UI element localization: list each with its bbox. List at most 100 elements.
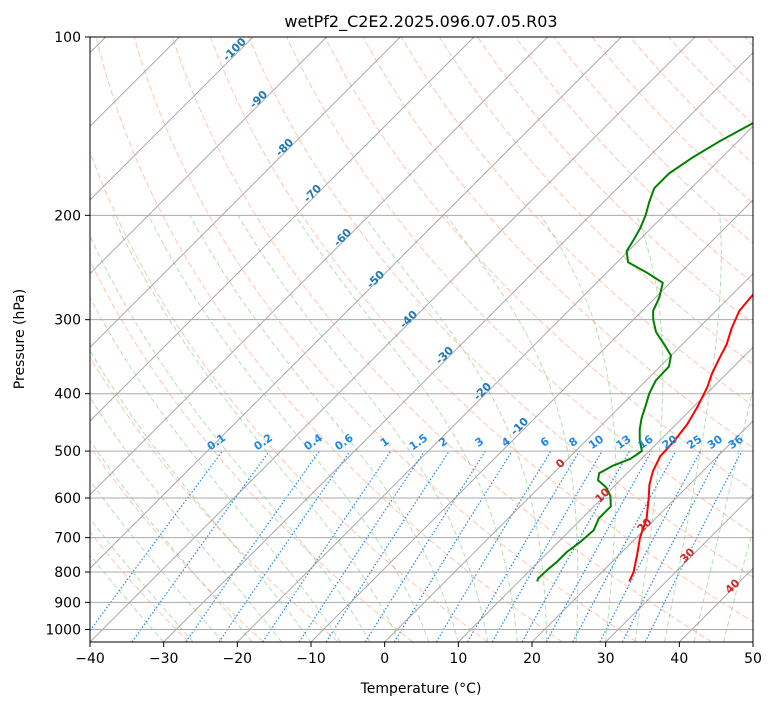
dry-adiabat <box>90 259 414 642</box>
isotherm <box>163 51 753 642</box>
y-axis-label: Pressure (hPa) <box>12 289 28 389</box>
isotherm <box>90 37 401 349</box>
mixing-ratio-line <box>131 450 270 642</box>
profile-lines <box>536 122 753 582</box>
mixing-ratio-label: 3 <box>473 435 487 450</box>
mixing-ratio-line <box>644 450 743 642</box>
mixing-ratio-label: 36 <box>726 432 746 452</box>
y-tick-label: 500 <box>54 444 81 460</box>
moist-adiabat <box>634 215 664 642</box>
dry-adiabat <box>90 150 488 642</box>
moist-adiabat <box>90 554 165 642</box>
dry-adiabat-label: -40 <box>397 308 420 331</box>
dry-adiabat-label: -60 <box>331 226 354 249</box>
mixing-ratio-line <box>325 450 450 642</box>
mixing-ratio-label: 0.2 <box>252 431 275 453</box>
y-tick-label: 800 <box>54 565 81 581</box>
moist-adiabat <box>90 396 282 642</box>
dry-adiabat-label: -90 <box>247 88 270 111</box>
mixing-ratio-label: 0.4 <box>302 431 326 453</box>
moist-adiabat-label: 30 <box>678 545 698 565</box>
isotherm <box>531 420 753 642</box>
mixing-ratio-label: 25 <box>685 433 705 452</box>
y-tick-label: 300 <box>54 313 81 329</box>
mixing-ratio-line <box>572 450 677 642</box>
moist-adiabat <box>148 215 430 642</box>
mixing-ratio-label: 10 <box>586 432 606 452</box>
mixing-ratio-label: 1.5 <box>407 431 430 453</box>
mixing-ratio-line <box>545 450 653 642</box>
isotherm <box>90 37 254 201</box>
mixing-ratio-line <box>599 450 702 642</box>
dry-adiabat-label: -50 <box>364 268 387 291</box>
isotherm <box>90 37 475 422</box>
moist-adiabat <box>540 215 617 642</box>
mixing-ratio-label: 30 <box>705 432 725 452</box>
dry-adiabat <box>90 356 339 642</box>
moist-adiabat <box>294 215 518 642</box>
dry-adiabat <box>477 37 753 325</box>
mixing-ratio-line <box>466 450 580 642</box>
mixing-ratio-line <box>90 450 223 632</box>
mixing-ratio-line <box>185 450 320 642</box>
moist-adiabat <box>112 215 400 642</box>
dry-adiabat <box>286 37 753 534</box>
isotherm <box>457 346 753 642</box>
dry-adiabat <box>133 37 638 642</box>
mixing-ratio-line <box>218 450 351 642</box>
dry-adiabat-label: -20 <box>471 380 494 403</box>
dry-adiabat <box>591 37 753 204</box>
dry-adiabat <box>95 37 563 642</box>
x-tick-label: −30 <box>149 651 179 667</box>
dry-adiabat <box>744 37 753 47</box>
y-tick-label: 1000 <box>45 622 81 638</box>
moist-adiabat-label: 0 <box>553 456 568 471</box>
isotherm <box>310 199 753 642</box>
moist-adiabat <box>90 234 371 642</box>
x-tick-label: 10 <box>449 651 467 667</box>
profile-line <box>628 293 753 582</box>
moist-adiabat-label: 20 <box>635 515 655 535</box>
dry-adiabat <box>90 445 264 642</box>
mixing-ratio-line <box>262 450 392 642</box>
x-tick-label: 50 <box>744 651 762 667</box>
y-tick-label: 900 <box>54 595 81 611</box>
dry-adiabat <box>553 37 753 244</box>
dry-adiabat <box>90 531 190 642</box>
dry-adiabat <box>400 37 753 407</box>
x-tick-label: −20 <box>223 651 253 667</box>
mixing-ratio-line <box>364 450 486 642</box>
moist-adiabat <box>90 517 194 642</box>
dry-adiabat-label: -100 <box>220 35 249 64</box>
x-tick-label: 20 <box>523 651 541 667</box>
x-tick-label: 0 <box>380 651 389 667</box>
mixing-ratio-line <box>393 450 513 642</box>
isotherm <box>236 125 753 642</box>
moist-adiabat <box>693 386 753 642</box>
moist-adiabat <box>189 215 459 642</box>
x-tick-label: 40 <box>670 651 688 667</box>
mixing-ratio-line <box>298 450 425 642</box>
dry-adiabat <box>248 37 753 578</box>
mixing-ratio-label: 20 <box>660 432 680 452</box>
x-tick-label: −40 <box>75 651 105 667</box>
mixing-ratio-label: 2 <box>436 435 450 450</box>
y-tick-label: 600 <box>54 491 81 507</box>
moist-adiabat <box>90 479 223 642</box>
profile-line <box>536 122 753 582</box>
isotherm <box>384 272 753 642</box>
dry-adiabat-label: -30 <box>433 344 456 367</box>
dry-adiabat <box>324 37 753 491</box>
isotherm <box>90 37 328 275</box>
dry-adiabat <box>210 37 753 623</box>
isotherm <box>752 641 753 642</box>
moist-adiabat <box>90 439 253 642</box>
isotherm <box>605 493 753 642</box>
moist-adiabat <box>90 349 312 642</box>
moist-adiabat <box>90 296 341 642</box>
x-axis-ticks: −40 −30 −20 −10 0 10 20 30 40 50 <box>75 642 762 667</box>
dry-adiabat <box>515 37 753 284</box>
background-lines <box>90 37 753 642</box>
x-tick-label: −10 <box>296 651 326 667</box>
